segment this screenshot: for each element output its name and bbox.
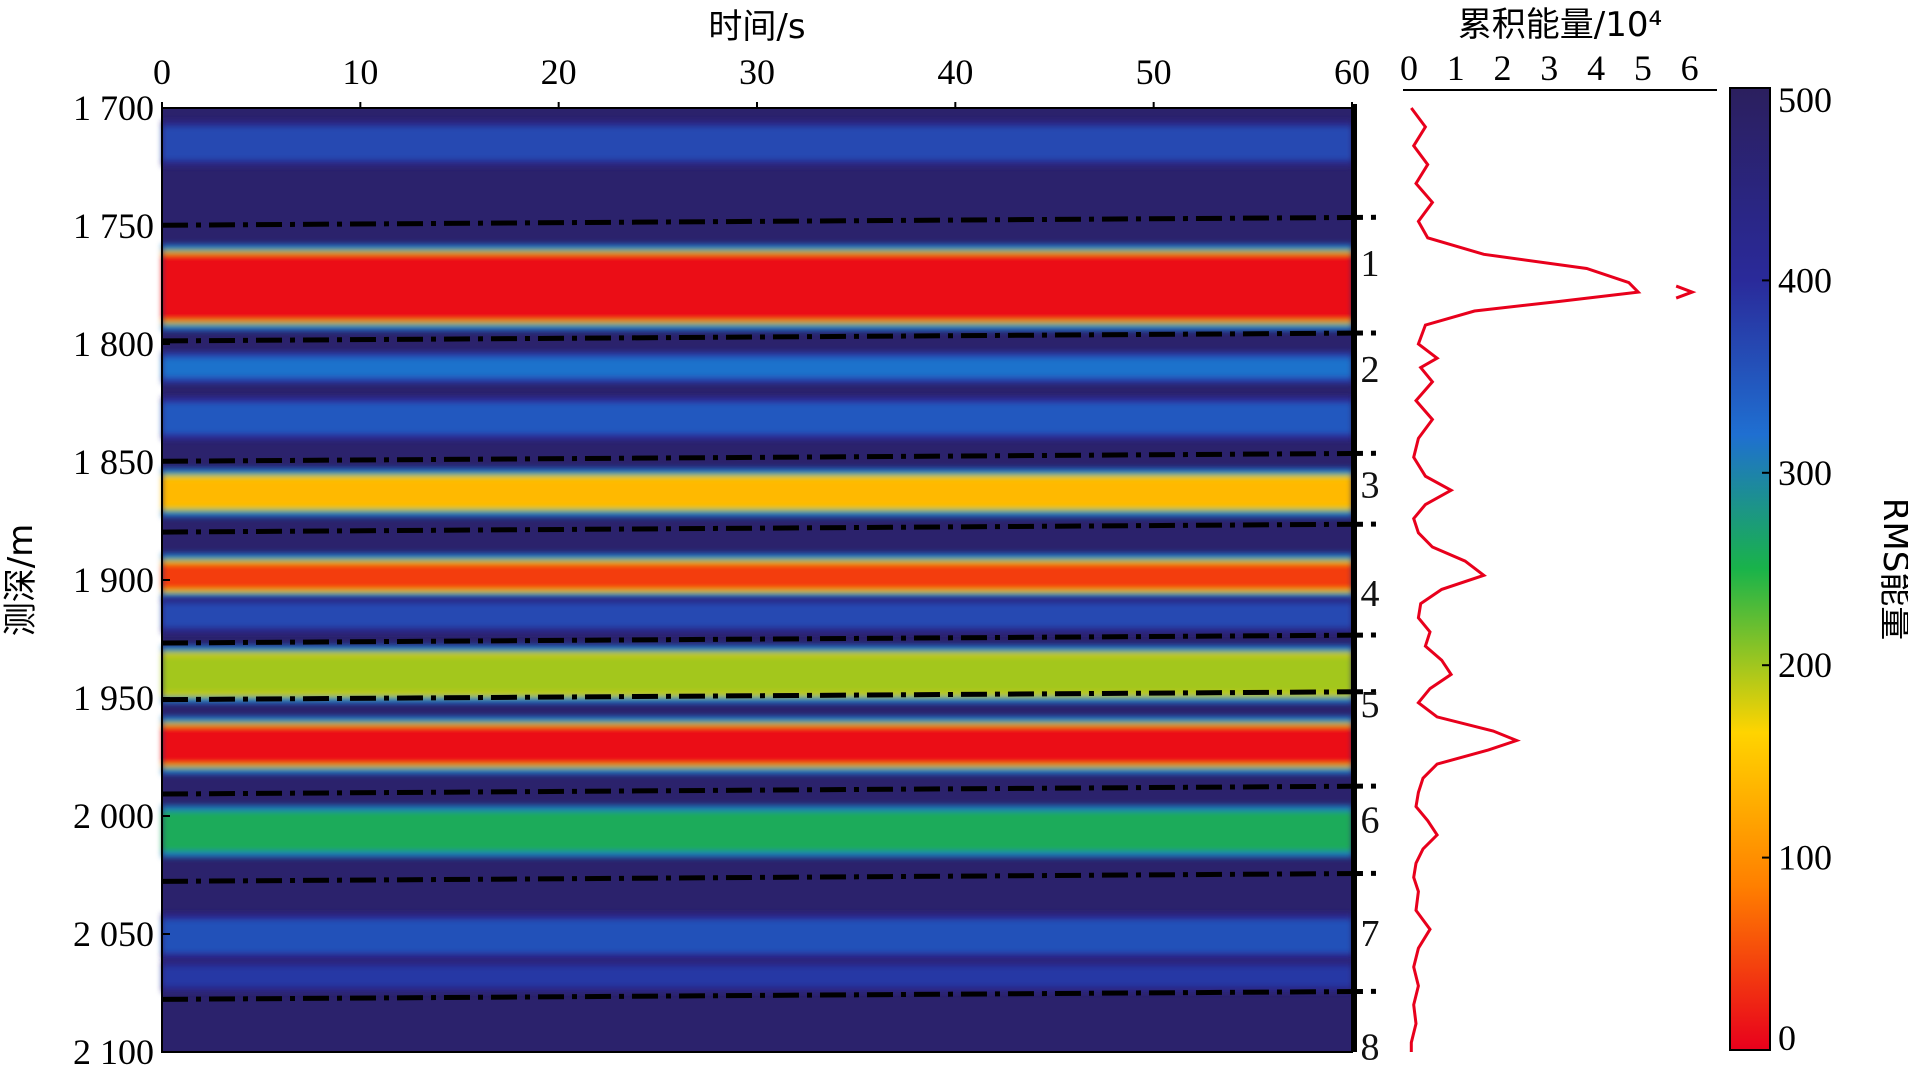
zone-label: 7 (1361, 913, 1380, 955)
depth-tick-label: 1 750 (73, 206, 154, 246)
cumulative-energy-line (1409, 107, 1642, 1052)
band-core (162, 655, 1352, 694)
band-core (162, 563, 1352, 590)
zone-label: 2 (1361, 349, 1380, 391)
heatmap-bands (162, 120, 1352, 992)
heatmap-band (162, 468, 1352, 517)
colorbar-ticks: 0 100 200 300 400 500 (1762, 80, 1832, 1058)
band-core (162, 726, 1352, 765)
band-core (162, 967, 1352, 986)
heatmap-band (162, 397, 1352, 440)
band-core (162, 254, 1352, 321)
depth-tick-label: 1 900 (73, 560, 154, 600)
time-tick-label: 50 (1136, 52, 1172, 92)
cumulative-energy-axis-title: 累积能量/10⁴ (1458, 5, 1662, 45)
zone-boundary-line (161, 632, 1381, 646)
heatmap-band (162, 244, 1352, 331)
band-core (162, 403, 1352, 434)
colorbar-tick-label: 0 (1778, 1018, 1796, 1058)
peak-marker (1675, 284, 1697, 300)
time-axis-title: 时间/s (708, 7, 805, 47)
depth-tick-label: 1 950 (73, 678, 154, 718)
colorbar-gradient (1729, 87, 1771, 1051)
time-tick-label: 40 (937, 52, 973, 92)
zone-boundary-line (161, 214, 1381, 228)
zone-label: 8 (1361, 1026, 1380, 1066)
depth-axis: 测深/m 1 700 1 750 1 800 1 850 1 900 1 950 2 000… (1, 88, 170, 1066)
depth-tick-label: 2 000 (73, 796, 154, 836)
heatmap-band (162, 716, 1352, 775)
band-core (162, 811, 1352, 852)
heatmap-band (162, 961, 1352, 992)
cumulative-energy-tick-label: 5 (1634, 48, 1652, 88)
colorbar-tick-label: 200 (1778, 645, 1832, 685)
colorbar-title: RMS能量 (1875, 498, 1908, 641)
colorbar-tick-label: 100 (1778, 838, 1832, 878)
heatmap-band (162, 597, 1352, 634)
zone-label: 5 (1361, 684, 1380, 726)
zone-boundaries (161, 214, 1381, 1002)
time-tick-label: 60 (1334, 52, 1370, 92)
heatmap-band (162, 120, 1352, 166)
band-core (162, 919, 1352, 953)
cumulative-energy-tick-label: 1 (1447, 48, 1465, 88)
zone-boundary-line (161, 450, 1381, 464)
zone-boundary-line (161, 870, 1381, 884)
heatmap-band (162, 553, 1352, 600)
band-core (162, 358, 1352, 378)
cumulative-energy-tick-label: 6 (1681, 48, 1699, 88)
zone-boundary-line (161, 689, 1381, 703)
time-axis-ticks: 0 10 20 30 40 50 60 (153, 52, 1370, 108)
heatmap-band (162, 913, 1352, 959)
depth-tick-label: 1 850 (73, 442, 154, 482)
zone-labels: 1 2 3 4 5 6 7 8 (1361, 243, 1380, 1066)
cumulative-energy-tick-label: 4 (1587, 48, 1605, 88)
heatmap-band (162, 805, 1352, 858)
zone-label: 4 (1361, 573, 1380, 615)
zone-boundary-line (161, 783, 1381, 797)
depth-axis-ticks: 1 700 1 750 1 800 1 850 1 900 1 950 2 000 2 050… (73, 88, 170, 1066)
depth-tick-label: 2 100 (73, 1032, 154, 1066)
depth-axis-title: 测深/m (1, 524, 41, 637)
zone-boundary-line (161, 330, 1381, 344)
zone-boundary-line (161, 521, 1381, 535)
time-tick-label: 0 (153, 52, 171, 92)
cumulative-energy-tick-label: 2 (1494, 48, 1512, 88)
colorbar-tick-label: 300 (1778, 453, 1832, 493)
cumulative-energy-tick-label: 3 (1540, 48, 1558, 88)
cumulative-energy-marker (1675, 284, 1697, 300)
depth-tick-label: 1 700 (73, 88, 154, 128)
band-core (162, 478, 1352, 507)
colorbar-tick-label: 400 (1778, 260, 1832, 300)
heatmap-band (162, 352, 1352, 384)
time-tick-label: 20 (541, 52, 577, 92)
depth-tick-label: 2 050 (73, 914, 154, 954)
rms-colorbar: 0 100 200 300 400 500 RMS能量 (1729, 80, 1908, 1058)
band-core (162, 603, 1352, 628)
time-tick-label: 30 (739, 52, 775, 92)
colorbar-tick-label: 500 (1778, 80, 1832, 120)
zone-label: 6 (1361, 800, 1380, 842)
depth-tick-label: 1 800 (73, 324, 154, 364)
time-tick-label: 10 (342, 52, 378, 92)
zone-label: 3 (1361, 465, 1380, 507)
band-core (162, 126, 1352, 160)
zone-boundary-line (161, 988, 1381, 1002)
zone-label: 1 (1361, 243, 1380, 285)
time-axis: 时间/s 0 10 20 30 40 50 60 (153, 7, 1370, 108)
rms-heatmap (161, 104, 1381, 1053)
cumulative-energy-tick-label: 0 (1400, 48, 1418, 88)
